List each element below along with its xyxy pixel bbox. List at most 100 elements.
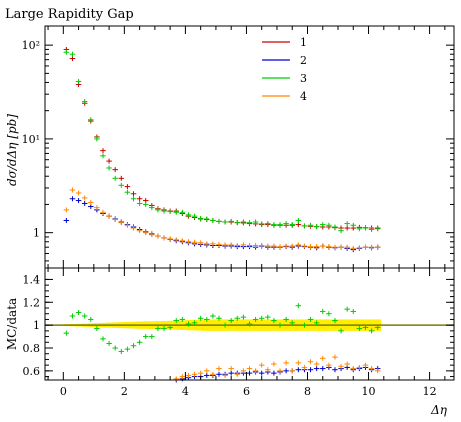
ratio-series-2-point (271, 370, 277, 376)
ratio-series-4-point (258, 362, 265, 368)
main-series-3-point (63, 49, 70, 55)
ratio-series-2-point (307, 367, 314, 373)
ratio-series-4-point (246, 366, 253, 372)
main-series-4-point (100, 209, 106, 215)
main-series-3-point (173, 209, 179, 215)
main-series-3-point (204, 216, 210, 222)
main-series-4-point (204, 241, 210, 247)
main-series-3-point (179, 209, 186, 215)
main-series-4-point (301, 243, 308, 249)
ratio-series-4-point (289, 368, 295, 374)
ratio-series-3-point (155, 326, 161, 332)
legend-entry-4: 4 (262, 90, 307, 103)
main-series-4-point (344, 244, 350, 250)
main-series-3-point (313, 224, 320, 230)
ratio-series-4-point (197, 370, 204, 376)
main-series-4-point (118, 220, 125, 226)
ratio-series-3-point (338, 328, 344, 334)
main-series-2-point (81, 200, 88, 206)
ratio-series-4 (173, 354, 381, 382)
ratio-series-3-point (191, 320, 198, 326)
main-series-4-point (210, 241, 216, 247)
ratio-series-2-point (283, 368, 289, 374)
main-series-3-point (320, 222, 326, 228)
ratio-series-3-point (222, 322, 228, 328)
ratio-series-4-point (283, 360, 289, 366)
ratio-series-3-point (313, 320, 320, 326)
main-series-3-point (88, 117, 94, 123)
main-series-3-point (344, 221, 350, 227)
main-series-4-point (362, 244, 369, 250)
ratio-series-3-point (258, 315, 265, 321)
main-series-3-point (289, 222, 295, 228)
ratio-series-3-point (320, 308, 326, 314)
ratio-series-4-point (271, 361, 277, 367)
main-series-2-point (75, 198, 82, 204)
legend-entry-1: 1 (262, 36, 307, 49)
ratio-series-3-point (283, 316, 289, 322)
main-series-1-point (344, 225, 350, 231)
ratio-series-3-point (332, 318, 338, 324)
ratio-series-3-point (88, 316, 94, 322)
ratio-series-4-point (240, 368, 247, 374)
legend-label: 3 (300, 72, 307, 85)
legend-label: 2 (300, 54, 307, 67)
main-series-4-point (136, 228, 143, 234)
ratio-series-2-point (332, 367, 338, 373)
main-series-4-point (142, 230, 149, 236)
main-series-3-point (283, 221, 289, 227)
ratio-series-3-point (265, 314, 271, 320)
ratio-series-4-point (344, 361, 350, 367)
main-series-4-point (332, 244, 338, 250)
main-series-3-point (295, 217, 302, 223)
x-tick-label: 10 (362, 385, 376, 398)
ratio-series-3-point (204, 316, 210, 322)
x-tick-label: 12 (423, 385, 437, 398)
main-series-3-point (301, 223, 308, 229)
x-tick-label: 2 (121, 385, 128, 398)
main-series-3-point (118, 182, 125, 188)
ratio-series-4-point (301, 364, 308, 370)
ratio-series-4-point (191, 371, 198, 377)
main-series-3-point (142, 201, 149, 207)
x-tick-label: 0 (60, 385, 67, 398)
main-series-3-point (75, 78, 82, 84)
main-series-3-point (167, 209, 173, 215)
ratio-series-3-point (106, 340, 112, 346)
main-series-1 (63, 46, 381, 231)
main-series-4-point (228, 242, 234, 248)
main-series-4-point (112, 217, 118, 223)
ratio-series-4-point (350, 366, 357, 372)
ratio-panel: 0.6 0.8 1 1.2 1.4 0 2 4 6 8 10 12 MC/data Δη (5, 267, 455, 417)
main-y-tick-label: 10¹ (22, 133, 40, 146)
ratio-series-3-point (142, 334, 149, 340)
ratio-series-4-point (277, 368, 283, 374)
ratio-series-3-point (301, 322, 308, 328)
ratio-series-3-point (136, 339, 143, 345)
main-series-3-point (277, 222, 283, 228)
main-series-4-point (368, 244, 375, 250)
ratio-y-tick-label: 0.8 (23, 342, 41, 355)
main-series-4-point (179, 238, 186, 244)
ratio-series-3-point (289, 320, 295, 326)
main-series-3-point (240, 219, 247, 225)
main-series-4-point (283, 243, 289, 249)
main-series-4-point (350, 245, 357, 251)
ratio-series-3-point (228, 318, 234, 324)
ratio-series-4-point (320, 355, 326, 361)
ratio-series-3-point (124, 346, 131, 352)
main-series-3-point (149, 205, 155, 211)
main-series-3-point (161, 208, 167, 214)
main-series-3-point (356, 226, 363, 232)
main-series-3-point (258, 221, 265, 227)
main-panel: 1 10¹ 10² dσ/dΔη [pb] 1 2 3 4 (5, 25, 455, 269)
ratio-series-3-point (81, 313, 88, 319)
main-panel-frame (44, 25, 455, 269)
ratio-panel-frame (44, 267, 455, 381)
main-series-3-point (124, 189, 131, 195)
main-series-2-point (63, 217, 70, 223)
ratio-y-tick-label: 1.2 (23, 296, 41, 309)
ratio-series-4-point (210, 371, 216, 377)
main-series-4-point (295, 242, 302, 248)
